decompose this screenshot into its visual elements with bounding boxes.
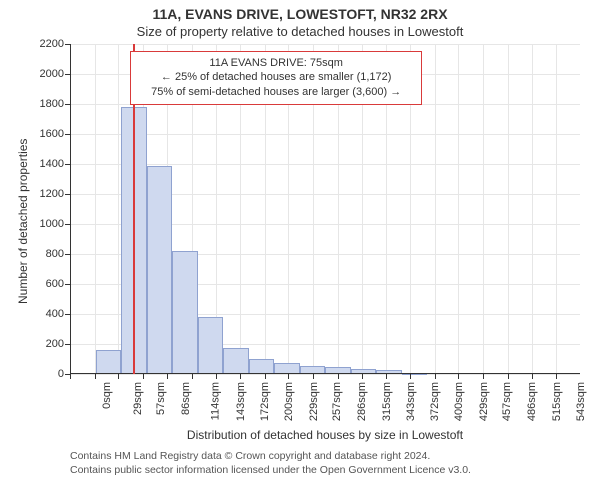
x-tick-mark [118, 374, 119, 379]
x-tick-label: 429sqm [478, 382, 490, 421]
grid-line-v [483, 44, 484, 374]
histogram-bar [172, 251, 198, 374]
grid-line-v [118, 44, 119, 374]
x-tick-mark [192, 374, 193, 379]
histogram-bar [96, 350, 122, 374]
y-tick-mark [65, 104, 70, 105]
x-tick-mark [483, 374, 484, 379]
x-tick-label: 400sqm [453, 382, 465, 421]
x-tick-label: 543sqm [575, 382, 587, 421]
y-tick-label: 1400 [28, 158, 64, 170]
x-tick-mark [288, 374, 289, 379]
x-tick-mark [167, 374, 168, 379]
x-tick-label: 57sqm [155, 382, 167, 415]
x-tick-mark [532, 374, 533, 379]
x-tick-label: 0sqm [101, 382, 113, 409]
x-tick-label: 343sqm [405, 382, 417, 421]
title-sub: Size of property relative to detached ho… [0, 22, 600, 39]
histogram-bar [147, 166, 173, 375]
x-tick-mark [216, 374, 217, 379]
x-tick-label: 372sqm [429, 382, 441, 421]
x-tick-label: 457sqm [502, 382, 514, 421]
x-tick-mark [556, 374, 557, 379]
x-tick-mark [508, 374, 509, 379]
title-main: 11A, EVANS DRIVE, LOWESTOFT, NR32 2RX [0, 0, 600, 22]
y-tick-mark [65, 134, 70, 135]
y-tick-mark [65, 284, 70, 285]
grid-line-v [508, 44, 509, 374]
annotation-line: 75% of semi-detached houses are larger (… [139, 85, 413, 100]
annotation-line: ← 25% of detached houses are smaller (1,… [139, 70, 413, 85]
y-tick-label: 2200 [28, 38, 64, 50]
x-tick-mark [410, 374, 411, 379]
x-tick-mark [143, 374, 144, 379]
grid-line-h [70, 44, 580, 45]
y-tick-mark [65, 164, 70, 165]
y-tick-label: 2000 [28, 68, 64, 80]
footer-line-1: Contains HM Land Registry data © Crown c… [70, 450, 471, 464]
x-tick-label: 515sqm [551, 382, 563, 421]
x-axis-line [70, 373, 580, 374]
x-tick-label: 143sqm [235, 382, 247, 421]
x-tick-label: 229sqm [308, 382, 320, 421]
y-tick-mark [65, 44, 70, 45]
grid-line-v [95, 44, 96, 374]
annotation-box: 11A EVANS DRIVE: 75sqm← 25% of detached … [130, 51, 422, 106]
y-tick-label: 1800 [28, 98, 64, 110]
y-tick-label: 1600 [28, 128, 64, 140]
x-tick-mark [338, 374, 339, 379]
footer-line-2: Contains public sector information licen… [70, 464, 471, 478]
x-tick-mark [313, 374, 314, 379]
grid-line-v [556, 44, 557, 374]
x-tick-mark [265, 374, 266, 379]
chart-container: 11A, EVANS DRIVE, LOWESTOFT, NR32 2RX Si… [0, 0, 600, 500]
x-tick-label: 114sqm [209, 382, 221, 420]
y-tick-label: 400 [28, 308, 64, 320]
x-tick-label: 286sqm [356, 382, 368, 421]
grid-line-v [435, 44, 436, 374]
annotation-line: 11A EVANS DRIVE: 75sqm [139, 56, 413, 71]
x-tick-mark [95, 374, 96, 379]
histogram-bar [198, 317, 224, 374]
y-tick-mark [65, 254, 70, 255]
grid-line-v [458, 44, 459, 374]
y-axis-line [70, 44, 71, 374]
y-tick-label: 1000 [28, 218, 64, 230]
y-tick-mark [65, 74, 70, 75]
x-tick-label: 486sqm [526, 382, 538, 421]
x-tick-mark [435, 374, 436, 379]
x-tick-label: 200sqm [283, 382, 295, 421]
x-tick-mark [386, 374, 387, 379]
y-tick-label: 0 [28, 368, 64, 380]
x-tick-label: 315sqm [381, 382, 393, 421]
y-tick-label: 1200 [28, 188, 64, 200]
footer-attribution: Contains HM Land Registry data © Crown c… [70, 450, 471, 477]
x-tick-mark [362, 374, 363, 379]
x-axis-label: Distribution of detached houses by size … [70, 428, 580, 442]
y-tick-mark [65, 314, 70, 315]
y-tick-label: 600 [28, 278, 64, 290]
y-tick-mark [65, 194, 70, 195]
x-tick-label: 29sqm [132, 382, 144, 415]
grid-line-h [70, 374, 580, 375]
x-tick-label: 257sqm [332, 382, 344, 421]
x-tick-mark [458, 374, 459, 379]
x-tick-label: 86sqm [180, 382, 192, 415]
y-tick-label: 800 [28, 248, 64, 260]
grid-line-h [70, 134, 580, 135]
x-tick-mark [70, 374, 71, 379]
histogram-bar [223, 348, 249, 374]
y-tick-label: 200 [28, 338, 64, 350]
grid-line-v [532, 44, 533, 374]
x-tick-mark [240, 374, 241, 379]
y-tick-mark [65, 344, 70, 345]
x-tick-label: 172sqm [259, 382, 271, 421]
plot-area: 11A EVANS DRIVE: 75sqm← 25% of detached … [70, 44, 580, 374]
y-tick-mark [65, 224, 70, 225]
histogram-bar [249, 359, 275, 374]
